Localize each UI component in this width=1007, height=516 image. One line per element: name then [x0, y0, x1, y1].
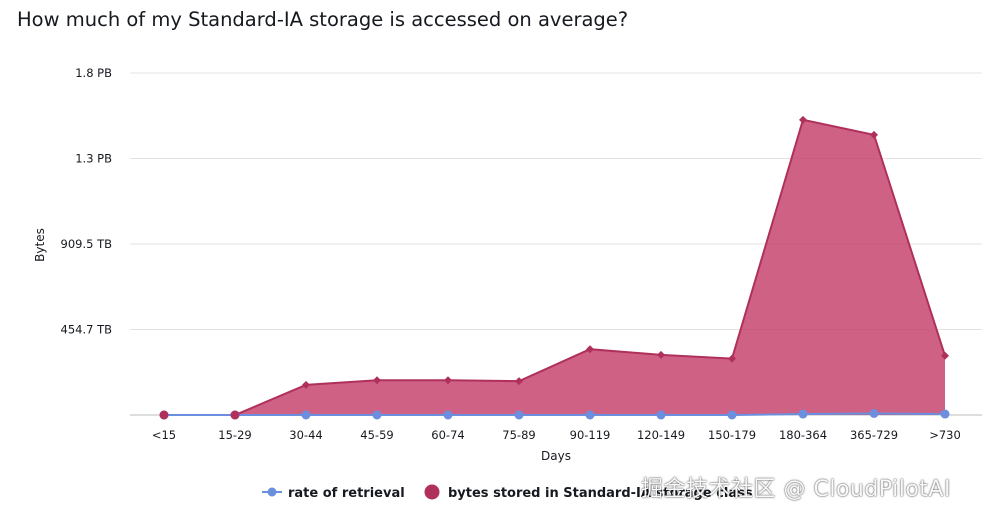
y-tick-label: 1.8 PB — [75, 66, 112, 80]
chart-title: How much of my Standard-IA storage is ac… — [17, 8, 629, 31]
legend-bytes-stored-label[interactable]: bytes stored in Standard-IA storage clas… — [448, 486, 753, 501]
x-axis-ticks: <15 15-29 30-44 45-59 60-74 75-89 90-119 120-14… — [152, 428, 961, 442]
bytes-stored-point[interactable] — [515, 377, 523, 386]
x-tick-label: 90-119 — [570, 428, 611, 442]
x-tick-label: 45-59 — [360, 428, 393, 442]
area-outline — [164, 118, 946, 416]
retrieval-point[interactable] — [940, 409, 950, 419]
retrieval-point[interactable] — [443, 410, 453, 420]
x-tick-label: 150-179 — [708, 428, 756, 442]
x-tick-label: 365-729 — [850, 428, 898, 442]
legend-bytes-stored-marker — [424, 484, 440, 500]
x-tick-label: >730 — [929, 428, 961, 442]
watermark: 掘金技术社区 @ CloudPilotAI — [641, 477, 951, 502]
bytes-stored-point[interactable] — [870, 130, 878, 139]
retrieval-point[interactable] — [585, 410, 595, 420]
legend: rate of retrieval bytes stored in Standar… — [262, 484, 753, 501]
retrieval-point[interactable] — [727, 410, 737, 420]
x-tick-label: 60-74 — [431, 428, 464, 442]
y-axis-ticks: 454.7 TB 909.5 TB 1.3 PB 1.8 PB — [61, 66, 113, 337]
retrieval-point[interactable] — [869, 408, 879, 418]
bytes-stored-point[interactable] — [373, 376, 381, 385]
bytes-stored-point[interactable] — [444, 376, 452, 385]
bytes-stored-point[interactable] — [799, 115, 807, 124]
retrieval-line — [164, 412, 946, 416]
x-tick-label: <15 — [152, 428, 176, 442]
x-tick-label: 180-364 — [779, 428, 827, 442]
bytes-stored-point[interactable] — [657, 350, 665, 359]
bytes-stored-point[interactable] — [302, 380, 310, 389]
legend-retrieval-label[interactable]: rate of retrieval — [288, 486, 405, 501]
x-tick-label: 15-29 — [218, 428, 251, 442]
y-tick-label: 909.5 TB — [61, 237, 113, 251]
y-axis-label: Bytes — [33, 228, 47, 262]
x-tick-label: 75-89 — [502, 428, 535, 442]
x-tick-label: 30-44 — [289, 428, 322, 442]
bytes-stored-point[interactable] — [941, 351, 949, 360]
rate-of-retrieval-line — [159, 408, 950, 420]
retrieval-point[interactable] — [656, 410, 666, 420]
retrieval-point[interactable] — [514, 410, 524, 420]
area-fill — [164, 119, 945, 416]
x-axis-label: Days — [541, 449, 571, 463]
retrieval-point[interactable] — [372, 410, 382, 420]
bytes-stored-point[interactable] — [728, 354, 736, 363]
retrieval-point[interactable] — [301, 410, 311, 420]
legend-retrieval-marker — [267, 487, 277, 497]
bytes-stored-start-point[interactable] — [159, 410, 169, 420]
y-tick-label: 454.7 TB — [61, 323, 113, 337]
bytes-stored-point[interactable] — [586, 345, 594, 354]
y-tick-label: 1.3 PB — [75, 152, 112, 166]
retrieval-point[interactable] — [798, 409, 808, 419]
bytes-stored-area — [160, 115, 949, 419]
x-tick-label: 120-149 — [637, 428, 685, 442]
bytes-stored-start-point[interactable] — [230, 410, 240, 420]
